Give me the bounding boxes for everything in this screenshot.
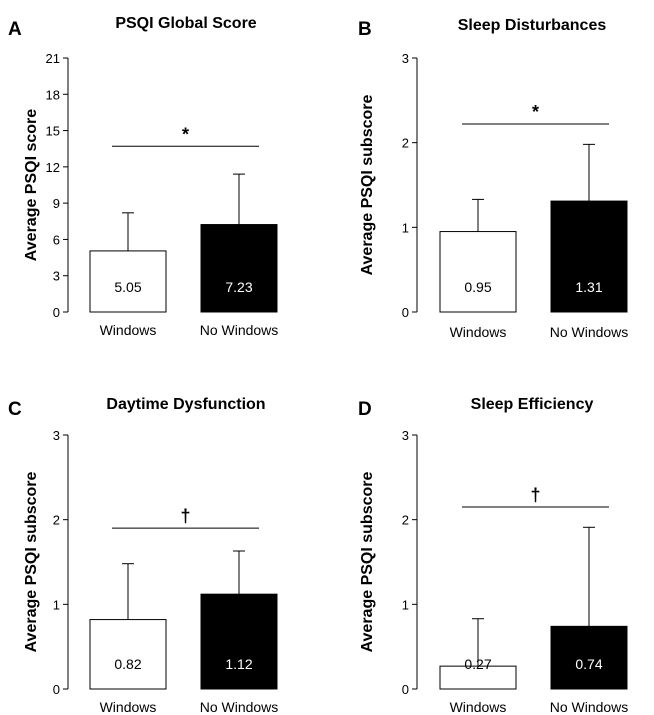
- y-tick-label: 0: [402, 305, 409, 320]
- panel-letter: D: [358, 399, 372, 420]
- y-axis-label: Average PSQI score: [23, 109, 40, 261]
- data-label: 1.12: [225, 656, 252, 672]
- data-label: 0.74: [575, 656, 602, 672]
- y-axis-label: Average PSQI subscore: [23, 471, 40, 652]
- y-tick-label: 3: [402, 51, 409, 66]
- y-tick-label: 18: [46, 87, 60, 102]
- significance-marker: *: [182, 124, 189, 144]
- data-label: 7.23: [225, 279, 252, 295]
- y-tick-label: 0: [53, 305, 60, 320]
- x-category-label: No Windows: [550, 699, 629, 715]
- bar: [89, 619, 167, 690]
- y-tick-label: 0: [402, 682, 409, 697]
- significance-marker: †: [530, 485, 540, 505]
- y-tick-label: 15: [46, 124, 60, 139]
- y-tick-label: 3: [402, 428, 409, 443]
- chart-title: Daytime Dysfunction: [106, 396, 265, 413]
- y-tick-label: 2: [53, 513, 60, 528]
- y-tick-label: 3: [53, 428, 60, 443]
- x-category-label: Windows: [450, 324, 507, 340]
- y-tick-label: 1: [402, 220, 409, 235]
- bar: [89, 250, 167, 313]
- y-tick-label: 3: [53, 269, 60, 284]
- chart-title: Sleep Disturbances: [458, 17, 607, 34]
- bar: [439, 231, 517, 313]
- bar: [200, 593, 278, 690]
- y-tick-label: 12: [46, 160, 60, 175]
- y-axis-label: Average PSQI subscore: [359, 94, 376, 275]
- data-label: 0.27: [464, 656, 491, 672]
- x-category-label: No Windows: [550, 324, 629, 340]
- y-tick-label: 1: [402, 597, 409, 612]
- y-tick-label: 2: [402, 513, 409, 528]
- y-axis-label: Average PSQI subscore: [359, 471, 376, 652]
- chart-title: PSQI Global Score: [115, 15, 256, 32]
- x-category-label: Windows: [100, 699, 157, 715]
- data-label: 5.05: [114, 279, 141, 295]
- significance-marker: †: [180, 506, 190, 526]
- bar: [200, 224, 278, 313]
- data-label: 0.82: [114, 656, 141, 672]
- x-category-label: No Windows: [200, 322, 279, 338]
- data-label: 0.95: [464, 279, 491, 295]
- bar: [550, 200, 628, 313]
- x-category-label: No Windows: [200, 699, 279, 715]
- significance-marker: *: [532, 102, 539, 122]
- y-tick-label: 21: [46, 51, 60, 66]
- y-tick-label: 2: [402, 136, 409, 151]
- x-category-label: Windows: [100, 322, 157, 338]
- y-tick-label: 0: [53, 682, 60, 697]
- chart-title: Sleep Efficiency: [471, 396, 594, 413]
- x-category-label: Windows: [450, 699, 507, 715]
- y-tick-label: 9: [53, 196, 60, 211]
- panel-letter: C: [8, 399, 22, 420]
- panel-letter: A: [8, 19, 22, 40]
- bar: [550, 625, 628, 690]
- y-tick-label: 1: [53, 597, 60, 612]
- y-tick-label: 6: [53, 232, 60, 247]
- panel-letter: B: [358, 19, 372, 40]
- data-label: 1.31: [575, 279, 602, 295]
